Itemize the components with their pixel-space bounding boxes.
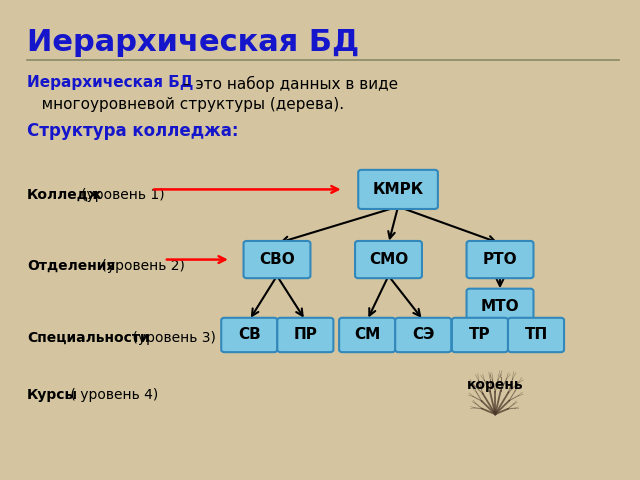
- Text: Специальности: Специальности: [27, 331, 150, 345]
- FancyBboxPatch shape: [395, 318, 451, 352]
- Text: Курсы: Курсы: [27, 388, 78, 402]
- Text: ( уровень 4): ( уровень 4): [66, 388, 158, 402]
- Text: СМО: СМО: [369, 252, 408, 267]
- Text: корень: корень: [467, 378, 524, 392]
- Text: Колледж: Колледж: [27, 188, 102, 202]
- Text: (уровень 3): (уровень 3): [128, 331, 216, 345]
- FancyBboxPatch shape: [221, 318, 277, 352]
- FancyBboxPatch shape: [467, 288, 534, 324]
- Text: РТО: РТО: [483, 252, 517, 267]
- Text: многоуровневой структуры (дерева).: многоуровневой структуры (дерева).: [27, 97, 344, 112]
- Text: СЭ: СЭ: [412, 327, 435, 342]
- Text: МТО: МТО: [481, 299, 519, 314]
- FancyBboxPatch shape: [358, 170, 438, 209]
- Text: ТР: ТР: [469, 327, 491, 342]
- Text: (уровень 1): (уровень 1): [81, 188, 165, 202]
- FancyBboxPatch shape: [467, 241, 534, 278]
- Text: ТП: ТП: [524, 327, 548, 342]
- Text: Иерархическая БД: Иерархическая БД: [27, 75, 193, 90]
- Text: СВО: СВО: [259, 252, 295, 267]
- Text: ПР: ПР: [293, 327, 317, 342]
- Text: КМРК: КМРК: [372, 182, 424, 197]
- Text: Структура колледжа:: Структура колледжа:: [27, 121, 238, 140]
- FancyBboxPatch shape: [452, 318, 508, 352]
- FancyBboxPatch shape: [244, 241, 310, 278]
- Text: Отделения: Отделения: [27, 259, 115, 273]
- FancyBboxPatch shape: [508, 318, 564, 352]
- Text: (уровень 2): (уровень 2): [97, 259, 185, 273]
- Text: – это набор данных в виде: – это набор данных в виде: [178, 75, 398, 92]
- FancyBboxPatch shape: [277, 318, 333, 352]
- Text: Иерархическая БД: Иерархическая БД: [27, 28, 359, 57]
- Text: СВ: СВ: [238, 327, 260, 342]
- FancyBboxPatch shape: [355, 241, 422, 278]
- Text: СМ: СМ: [354, 327, 380, 342]
- FancyBboxPatch shape: [339, 318, 395, 352]
